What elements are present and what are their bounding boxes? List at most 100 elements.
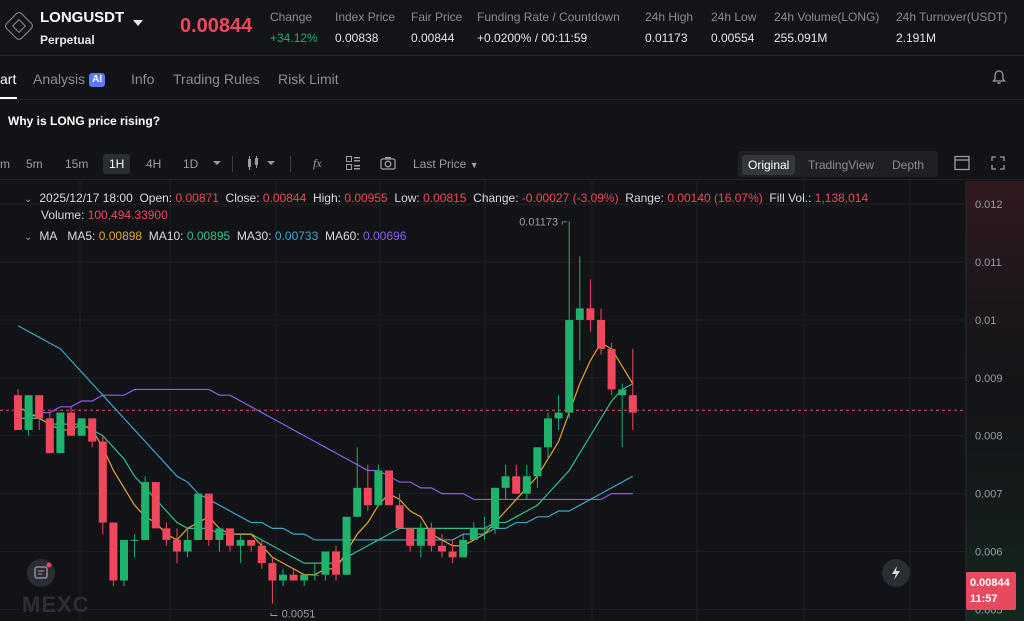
legend-range: 0.00140 (16.07%) xyxy=(667,191,763,205)
candle-down xyxy=(448,551,457,558)
stat-value: +34.12% xyxy=(270,31,318,45)
timeframe-1m[interactable]: m xyxy=(0,157,10,171)
candle-up xyxy=(544,418,552,448)
candle-up xyxy=(353,487,362,517)
candle-down xyxy=(162,528,171,540)
symbol-name[interactable]: LONGUSDT xyxy=(40,9,125,26)
candle-up xyxy=(183,539,192,552)
collapse-icon[interactable]: ⌄ xyxy=(24,194,33,205)
candle-down xyxy=(204,493,213,540)
ma30-value: 0.00733 xyxy=(274,229,319,243)
legend-date: 2025/12/17 18:00 xyxy=(39,191,133,205)
candle-down xyxy=(406,528,415,546)
timeframe-4h[interactable]: 4H xyxy=(146,157,162,171)
toolbar-divider xyxy=(232,156,233,172)
timeframe-5m[interactable]: 5m xyxy=(26,157,43,171)
legend-change-label: Change: xyxy=(473,191,519,205)
stat-value: 2.191M xyxy=(896,31,937,45)
ma30-line xyxy=(17,325,634,541)
candlestick-type-icon[interactable] xyxy=(245,154,263,172)
chat-button[interactable] xyxy=(27,559,55,587)
price-tag-value: 0.00844 xyxy=(970,577,1010,589)
candle-down xyxy=(438,545,446,552)
flash-button[interactable] xyxy=(882,559,910,587)
candle-up xyxy=(374,470,383,506)
candle-up xyxy=(77,418,86,436)
candle-down xyxy=(385,470,393,506)
price-axis-bg xyxy=(966,181,1024,621)
legend-close: 0.00844 xyxy=(262,191,307,205)
stat-label: 24h Turnover(USDT) xyxy=(896,10,1008,24)
legend-range-label: Range: xyxy=(625,191,664,205)
stat-label: 24h High xyxy=(645,10,694,24)
candle-up xyxy=(141,482,150,540)
y-tick-label: 0.008 xyxy=(975,431,1003,443)
ma60-line xyxy=(18,388,633,501)
stat-fair-price: Fair Price 0.00844 xyxy=(411,10,462,45)
price-chart[interactable]: 0.012 0.011 0.01 0.009 0.008 0.007 0.006 0.005 0… xyxy=(0,181,1024,621)
candle-down xyxy=(257,545,266,564)
ma10-label: MA10: xyxy=(148,229,184,243)
candle-up xyxy=(618,389,627,396)
low-marker-label: ⌙ 0.0051 xyxy=(269,609,315,621)
candle-up xyxy=(194,493,203,540)
legend-open-label: Open: xyxy=(139,191,173,205)
tab-risk-limit[interactable]: Risk Limit xyxy=(278,71,339,87)
indicator-fx-icon[interactable]: fx xyxy=(311,154,329,172)
ai-badge: AI xyxy=(89,73,106,87)
stat-label: Fair Price xyxy=(411,10,463,24)
layout-icon[interactable] xyxy=(344,154,362,172)
view-switcher: Original TradingView Depth xyxy=(738,151,938,177)
candle-up xyxy=(522,476,531,494)
collapse-icon[interactable]: ⌄ xyxy=(24,232,33,243)
symbol-dropdown-icon[interactable] xyxy=(133,20,143,26)
chat-icon xyxy=(34,562,52,579)
legend-volume-label: Volume: xyxy=(41,208,85,222)
high-marker-label: 0.01173 ⌐ xyxy=(519,217,567,229)
candle-down xyxy=(586,308,595,320)
tab-trading-rules[interactable]: Trading Rules xyxy=(173,71,260,87)
chevron-down-icon[interactable] xyxy=(262,154,280,172)
fullscreen-icon[interactable] xyxy=(989,154,1007,172)
candle-up xyxy=(300,574,309,581)
candle-up xyxy=(120,539,128,581)
candle-down xyxy=(363,487,372,506)
ohlc-legend: ⌄ 2025/12/17 18:00 Open: 0.00871 Close: … xyxy=(24,191,868,205)
candle-up xyxy=(310,574,319,576)
tab-analysis[interactable]: Analysis AI xyxy=(33,71,106,87)
legend-close-label: Close: xyxy=(225,191,260,205)
bell-icon[interactable] xyxy=(991,69,1007,85)
ai-question-link[interactable]: Why is LONG price rising? xyxy=(8,114,161,128)
window-icon[interactable] xyxy=(953,154,971,172)
chevron-down-icon[interactable] xyxy=(208,154,226,172)
candle-up xyxy=(459,539,468,558)
timeframe-1h[interactable]: 1H xyxy=(103,154,131,174)
tab-chart[interactable]: art xyxy=(0,71,17,87)
stat-value: 255.091M xyxy=(774,31,828,45)
stat-label: Funding Rate / Countdown xyxy=(477,10,620,24)
candle-down xyxy=(88,418,97,442)
stat-value: 0.00838 xyxy=(335,31,379,45)
legend-fillvol-label: Fill Vol.: xyxy=(769,191,812,205)
lightning-icon xyxy=(892,566,900,580)
y-tick-label: 0.009 xyxy=(975,373,1003,385)
stat-index-price: Index Price 0.00838 xyxy=(335,10,395,45)
candle-up xyxy=(565,319,574,413)
active-tab-indicator xyxy=(0,97,17,99)
stat-funding-rate[interactable]: Funding Rate / Countdown +0.0200% / 00:1… xyxy=(477,10,620,45)
candle-down xyxy=(332,551,340,575)
stat-value: 0.00844 xyxy=(411,31,455,45)
timeframe-15m[interactable]: 15m xyxy=(65,157,89,171)
view-depth[interactable]: Depth xyxy=(892,158,925,172)
candle-up xyxy=(533,447,542,477)
chart-tabs: art Analysis AI Info Trading Rules Risk L… xyxy=(0,56,1024,100)
view-tradingview[interactable]: TradingView xyxy=(808,158,875,172)
camera-icon[interactable] xyxy=(379,154,397,172)
candlestick-chart[interactable]: 0.0120.0110.010.0090.0080.0070.0060.0050… xyxy=(0,181,1024,621)
candle-up xyxy=(501,476,510,488)
candle-down xyxy=(14,395,22,430)
timeframe-1d[interactable]: 1D xyxy=(183,157,199,171)
tab-info[interactable]: Info xyxy=(131,71,155,87)
price-type-select[interactable]: Last Price ▼ xyxy=(413,157,479,171)
view-original[interactable]: Original xyxy=(742,155,796,175)
